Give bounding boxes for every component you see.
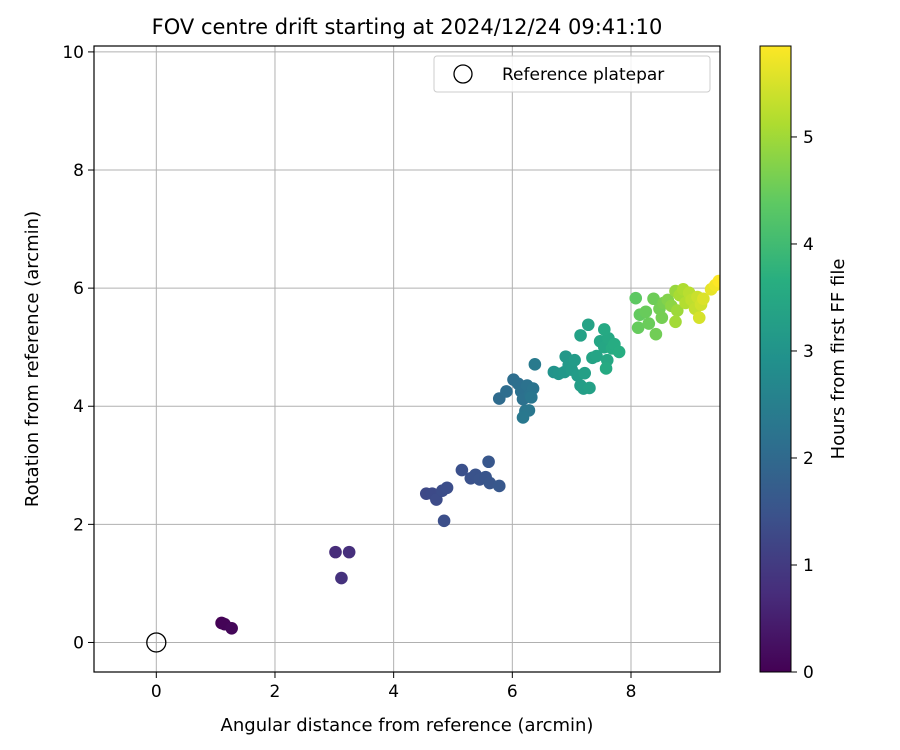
data-point (597, 323, 611, 336)
data-point (329, 545, 342, 559)
x-tick-label: 6 (507, 682, 518, 702)
data-point (670, 304, 684, 317)
data-point (612, 345, 626, 359)
data-point (581, 318, 595, 332)
y-axis-ticks: 0 2 4 6 8 10 (62, 43, 94, 653)
data-point (697, 292, 710, 306)
data-point (568, 353, 581, 367)
y-axis-label: Rotation from reference (arcmin) (22, 211, 43, 507)
data-point (335, 571, 348, 585)
reference-marker-group (146, 632, 167, 653)
colorbar-label: Hours from first FF file (828, 259, 849, 460)
data-point (669, 315, 682, 329)
data-point (578, 366, 592, 380)
legend-label: Reference platepar (502, 65, 664, 85)
data-point (525, 391, 538, 404)
y-tick-label: 6 (73, 279, 84, 299)
colorbar-tick-label: 1 (803, 556, 814, 576)
data-point (440, 481, 454, 495)
grid-lines (94, 46, 720, 672)
data-points (215, 274, 720, 635)
data-point (583, 381, 596, 395)
y-tick-label: 8 (73, 161, 84, 181)
data-point (482, 455, 495, 469)
data-point (500, 385, 513, 398)
data-point (631, 321, 645, 335)
y-tick-label: 0 (73, 633, 84, 653)
colorbar-tick-label: 2 (803, 449, 814, 469)
data-point (483, 476, 497, 490)
x-axis-label: Angular distance from reference (arcmin) (221, 715, 594, 736)
data-point (590, 349, 603, 363)
y-tick-label: 2 (73, 515, 84, 535)
data-point (649, 327, 663, 341)
data-point (574, 329, 587, 342)
data-point (655, 311, 669, 324)
colorbar-tick-label: 0 (803, 663, 814, 683)
x-axis-ticks: 0 2 4 6 8 (151, 672, 637, 702)
y-tick-label: 4 (73, 397, 84, 417)
data-point (225, 621, 238, 635)
y-tick-label: 10 (62, 43, 84, 63)
colorbar: 0 1 2 3 4 5 Hours from first FF file (759, 45, 849, 683)
plot-area-frame (93, 45, 721, 673)
data-point (599, 362, 613, 375)
data-point (437, 514, 451, 528)
data-point (692, 311, 706, 324)
colorbar-tick-label: 4 (803, 235, 814, 255)
data-point (516, 411, 530, 424)
colorbar-tick-label: 5 (803, 128, 814, 148)
legend-box (433, 55, 711, 93)
data-point (712, 274, 720, 288)
colorbar-tick-label: 3 (803, 342, 814, 362)
data-point (528, 358, 542, 371)
x-tick-label: 4 (388, 682, 399, 702)
data-point (629, 291, 643, 305)
colorbar-ticks: 0 1 2 3 4 5 (791, 128, 814, 683)
legend-reference-marker (453, 64, 473, 84)
data-point (639, 305, 653, 319)
data-point (642, 317, 656, 330)
data-point (647, 292, 660, 306)
x-tick-label: 0 (151, 682, 162, 702)
data-point (455, 463, 469, 477)
colorbar-gradient (759, 45, 792, 673)
data-point (492, 479, 506, 493)
data-point (342, 545, 356, 559)
x-tick-label: 8 (626, 682, 637, 702)
legend: Reference platepar (433, 55, 711, 93)
chart-title: FOV centre drift starting at 2024/12/24 … (152, 15, 663, 39)
reference-platepar-marker (146, 632, 167, 653)
x-tick-label: 2 (270, 682, 281, 702)
data-point (430, 493, 443, 506)
